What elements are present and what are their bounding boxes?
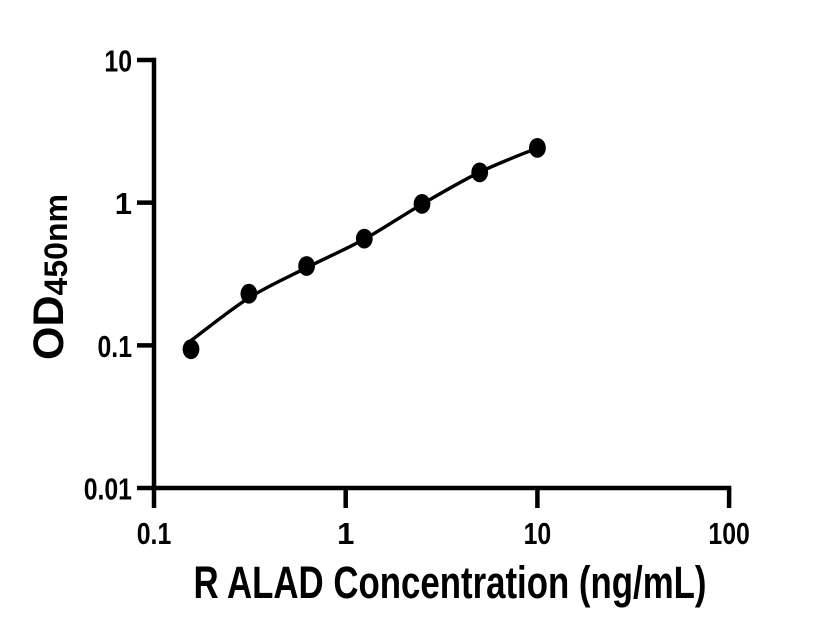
data-point [298, 256, 315, 276]
y-axis-title-main: OD [25, 295, 73, 360]
x-tick-label-100: 100 [708, 516, 749, 551]
axes [151, 57, 732, 491]
data-point [413, 194, 431, 214]
x-tick-label-10: 10 [524, 516, 552, 551]
y-tick-label-10: 10 [104, 43, 132, 78]
x-tick-label-1: 1 [337, 516, 354, 551]
data-points [182, 138, 546, 360]
data-point [182, 339, 200, 360]
y-axis-title: OD450nm [25, 194, 74, 360]
axis-ticks [137, 57, 732, 508]
x-axis-title: R ALAD Concentration (ng/mL) [194, 557, 707, 608]
x-tick-label-0.1: 0.1 [137, 516, 172, 551]
y-axis-title-subscript: 450nm [38, 194, 74, 295]
data-point [471, 162, 489, 183]
data-point [355, 228, 373, 249]
y-tick-label-0.01: 0.01 [84, 472, 132, 507]
data-point [529, 138, 546, 158]
y-tick-label-1: 1 [115, 186, 132, 221]
data-point [240, 283, 258, 304]
y-tick-label-0.1: 0.1 [98, 329, 133, 364]
